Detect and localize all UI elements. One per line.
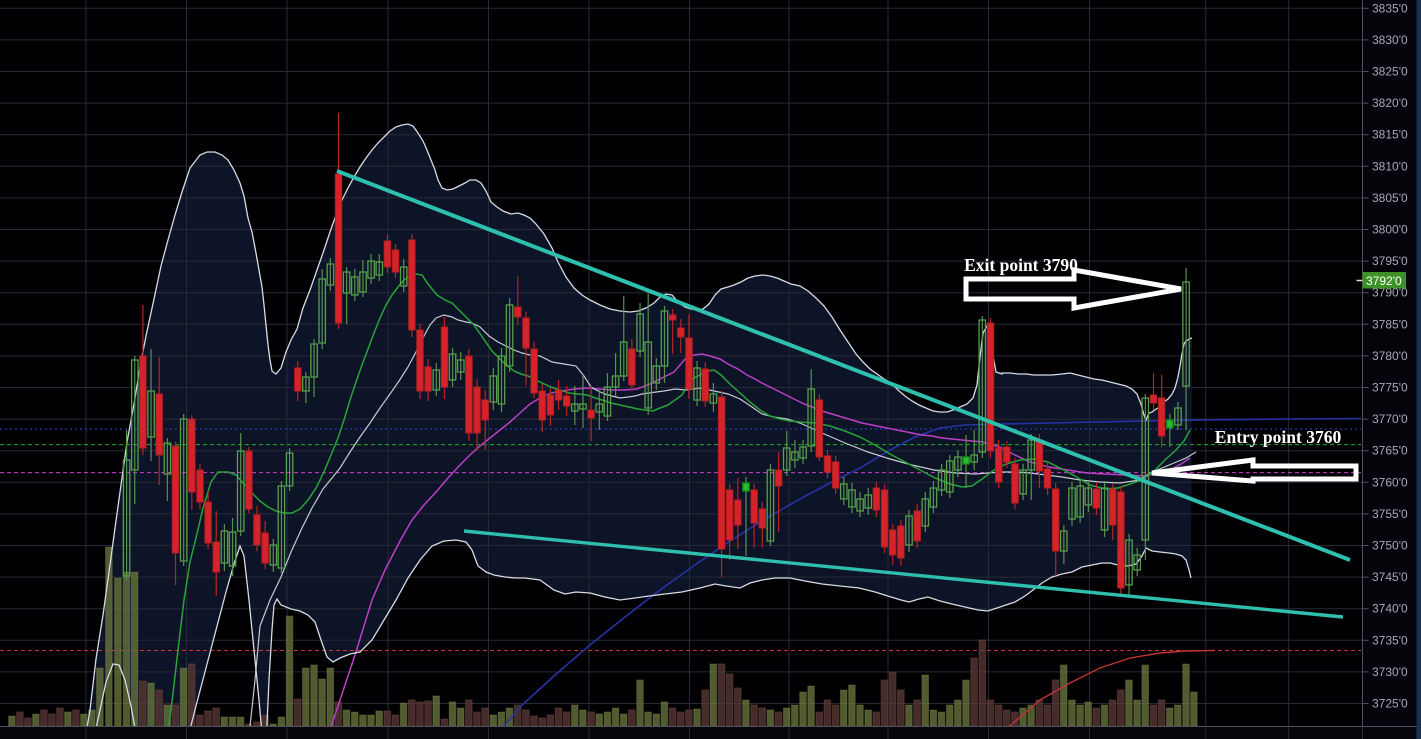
svg-text:3820'0: 3820'0 xyxy=(1372,96,1408,110)
svg-text:3765'0: 3765'0 xyxy=(1372,444,1408,458)
svg-text:3770'0: 3770'0 xyxy=(1372,412,1408,426)
svg-text:Exit point 3790: Exit point 3790 xyxy=(964,255,1078,275)
svg-text:3785'0: 3785'0 xyxy=(1372,317,1408,331)
svg-text:Entry point 3760: Entry point 3760 xyxy=(1215,427,1342,447)
svg-text:3815'0: 3815'0 xyxy=(1372,128,1408,142)
svg-text:3805'0: 3805'0 xyxy=(1372,191,1408,205)
svg-text:3740'0: 3740'0 xyxy=(1372,602,1408,616)
svg-text:3735'0: 3735'0 xyxy=(1372,633,1408,647)
svg-text:3800'0: 3800'0 xyxy=(1372,223,1408,237)
svg-text:3790'0: 3790'0 xyxy=(1372,286,1408,300)
svg-text:3745'0: 3745'0 xyxy=(1372,570,1408,584)
svg-text:3835'0: 3835'0 xyxy=(1372,1,1408,15)
svg-text:3795'0: 3795'0 xyxy=(1372,254,1408,268)
svg-text:3810'0: 3810'0 xyxy=(1372,159,1408,173)
svg-text:3775'0: 3775'0 xyxy=(1372,381,1408,395)
svg-text:3792'0: 3792'0 xyxy=(1366,274,1402,288)
svg-text:3760'0: 3760'0 xyxy=(1372,475,1408,489)
svg-text:3830'0: 3830'0 xyxy=(1372,33,1408,47)
svg-text:3750'0: 3750'0 xyxy=(1372,539,1408,553)
svg-text:3780'0: 3780'0 xyxy=(1372,349,1408,363)
svg-text:3725'0: 3725'0 xyxy=(1372,697,1408,711)
svg-text:3825'0: 3825'0 xyxy=(1372,65,1408,79)
svg-text:3755'0: 3755'0 xyxy=(1372,507,1408,521)
svg-text:3730'0: 3730'0 xyxy=(1372,665,1408,679)
